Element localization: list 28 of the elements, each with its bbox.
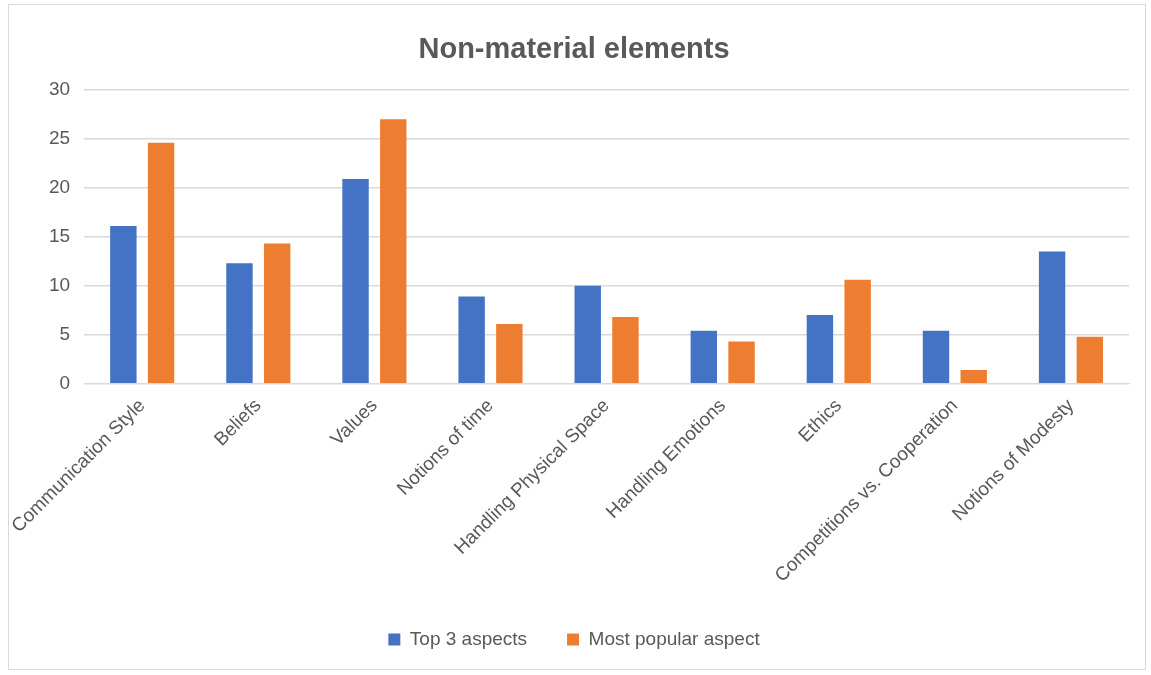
bar (380, 119, 407, 383)
bar (922, 330, 950, 383)
y-tick-label: 0 (59, 371, 71, 393)
bar (342, 178, 369, 383)
legend-label: Top 3 aspects (409, 627, 528, 649)
bar (1038, 251, 1066, 383)
bar (226, 263, 253, 383)
bar (263, 243, 291, 383)
bar (147, 142, 175, 383)
bar (806, 315, 834, 383)
y-tick-label: 15 (49, 224, 71, 246)
y-tick-label: 10 (49, 273, 71, 295)
bar (496, 323, 523, 383)
bar (574, 285, 601, 383)
bar (110, 225, 137, 383)
bar (844, 279, 871, 383)
bar (960, 369, 987, 383)
bar (728, 341, 755, 383)
bar (458, 296, 485, 383)
y-tick-label: 20 (49, 175, 71, 197)
y-tick-label: 25 (49, 127, 71, 149)
y-tick-label: 30 (49, 78, 71, 100)
legend-label: Most popular aspect (588, 627, 761, 649)
bar (690, 330, 718, 383)
y-tick-label: 5 (59, 322, 71, 344)
bar (1076, 336, 1104, 383)
chart-title: Non-material elements (418, 32, 730, 65)
bar (612, 317, 639, 383)
